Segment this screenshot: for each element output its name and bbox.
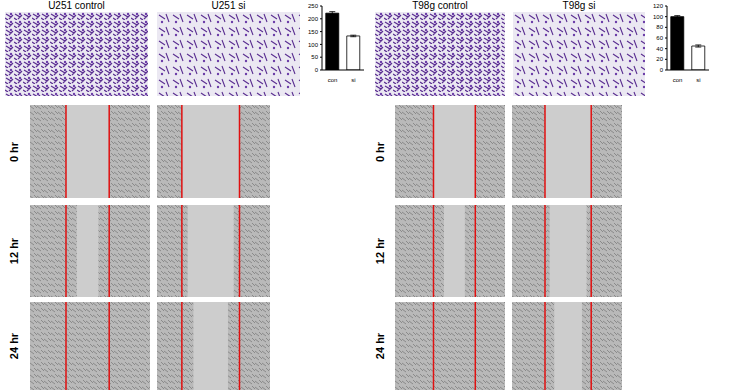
svg-text:250: 250 [308, 3, 319, 9]
svg-text:40: 40 [656, 46, 663, 52]
html-text:U251 si: U251 si [211, 0, 246, 11]
svg-text:si: si [351, 77, 355, 82]
svg-text:50: 50 [311, 54, 318, 60]
html-text:U251 control: U251 control [48, 0, 105, 11]
svg-text:60: 60 [656, 35, 663, 41]
svg-text:con: con [673, 77, 683, 82]
html-text:24 hr: 24 hr [8, 332, 20, 360]
html-text:12 hr: 12 hr [374, 237, 386, 265]
svg-text:100: 100 [653, 14, 664, 20]
svg-text:0: 0 [660, 67, 664, 73]
svg-text:200: 200 [308, 16, 319, 22]
html-text:T98g control: T98g control [412, 0, 468, 11]
html-text:24 hr: 24 hr [374, 332, 386, 360]
svg-text:100: 100 [308, 42, 319, 48]
html-text:0 hr: 0 hr [374, 141, 386, 162]
html-text:12 hr: 12 hr [8, 237, 20, 265]
svg-text:150: 150 [308, 29, 319, 35]
svg-text:si: si [696, 77, 700, 82]
html-text:0 hr: 0 hr [8, 141, 20, 162]
svg-text:80: 80 [656, 24, 663, 30]
svg-text:con: con [328, 77, 338, 82]
html-text:T98g si: T98g si [562, 0, 596, 11]
svg-text:20: 20 [656, 56, 663, 62]
svg-text:0: 0 [315, 67, 319, 73]
svg-text:120: 120 [653, 3, 664, 9]
